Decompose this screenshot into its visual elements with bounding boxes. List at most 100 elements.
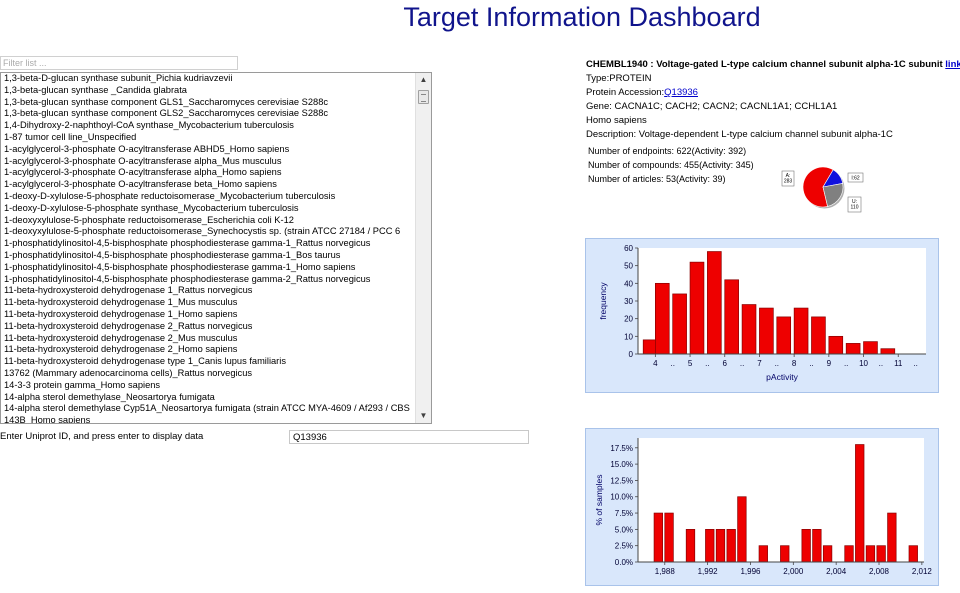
bar (908, 545, 918, 563)
list-item[interactable]: 1-phosphatidylinositol-4,5-bisphosphate … (4, 238, 371, 249)
scroll-down-arrow-icon[interactable]: ▼ (419, 411, 428, 420)
list-item[interactable]: 1,3-beta-D-glucan synthase subunit_Pichi… (4, 73, 233, 83)
pie-label-box (847, 172, 864, 183)
bar (707, 251, 722, 355)
filter-input[interactable] (0, 56, 238, 70)
target-list-items: 1,3-beta-D-glucan synthase subunit_Pichi… (1, 73, 415, 423)
list-item[interactable]: 11-beta-hydroxysteroid dehydrogenase 2_H… (4, 344, 238, 355)
target-list[interactable]: 1,3-beta-D-glucan synthase subunit_Pichi… (0, 72, 432, 424)
x-tick-label: 1,988 (655, 567, 676, 576)
target-gene: Gene: CACNA1C; CACH2; CACN2; CACNL1A1; C… (586, 101, 838, 112)
list-item[interactable]: 14-alpha sterol demethylase Cyp51A_Neosa… (4, 403, 410, 414)
pie-label: A: 283 (784, 173, 793, 185)
uniprot-input[interactable] (289, 430, 529, 444)
protein-accession: Protein Accession:Q13936 (586, 86, 960, 100)
y-tick-label: 40 (624, 279, 633, 288)
list-item[interactable]: 14-alpha sterol demethylase_Neosartorya … (4, 391, 215, 402)
x-tick-label: 6 (723, 359, 728, 368)
target-header-text: CHEMBL1940 : Voltage-gated L-type calciu… (586, 59, 943, 70)
list-item[interactable]: 1,3-beta-glucan synthase component GLS2_… (4, 108, 329, 119)
scroll-thumb[interactable] (418, 90, 429, 104)
y-tick-label: 5.0% (615, 525, 633, 534)
list-item[interactable]: 11-beta-hydroxysteroid dehydrogenase 2_M… (4, 332, 238, 343)
list-item[interactable]: 1-deoxyxylulose-5-phosphate reductoisome… (4, 214, 294, 225)
y-tick-label: 30 (624, 297, 633, 306)
x-minor-tick-label: .. (879, 359, 883, 368)
list-item[interactable]: 11-beta-hydroxysteroid dehydrogenase 2_R… (4, 320, 253, 331)
target-organism: Homo sapiens (586, 115, 647, 126)
list-item[interactable]: 1-phosphatidylinositol-4,5-bisphosphate … (4, 249, 341, 260)
x-minor-tick-label: .. (670, 359, 674, 368)
target-type: Type:PROTEIN (586, 73, 652, 84)
bar (705, 529, 715, 563)
scroll-up-arrow-icon[interactable]: ▲ (419, 75, 428, 84)
list-item[interactable]: 11-beta-hydroxysteroid dehydrogenase 1_H… (4, 308, 238, 319)
bar (876, 545, 886, 563)
x-tick-label: 2,000 (783, 567, 804, 576)
list-item[interactable]: 1-acylglycerol-3-phosphate O-acyltransfe… (4, 167, 282, 178)
pie-label: I:62 (851, 176, 860, 182)
list-item[interactable]: 11-beta-hydroxysteroid dehydrogenase 1_R… (4, 285, 253, 296)
pie-label-box (781, 170, 795, 187)
activity-pie-svg: A: 283 I:62 U: 110 (781, 166, 864, 213)
accession-label: Protein Accession: (586, 87, 665, 98)
x-minor-tick-label: .. (844, 359, 848, 368)
bar (715, 529, 726, 563)
bar (855, 444, 865, 563)
list-item[interactable]: 11-beta-hydroxysteroid dehydrogenase 1_M… (4, 297, 238, 308)
articles-count: Number of articles: 53(Activity: 39) (588, 174, 726, 184)
bar (726, 529, 736, 563)
bar (689, 261, 705, 355)
target-link[interactable]: link (945, 59, 960, 70)
bar (828, 335, 844, 355)
list-item[interactable]: 143B_Homo sapiens (4, 415, 91, 423)
y-axis-label: % of samples (594, 474, 604, 525)
activity-pie-chart: A: 283 I:62 U: 110 (780, 160, 870, 220)
uniprot-label: Enter Uniprot ID, and press enter to dis… (0, 431, 204, 442)
bar (845, 343, 861, 355)
accession-link[interactable]: Q13936 (664, 87, 698, 98)
y-tick-label: 2.5% (615, 542, 633, 551)
x-minor-tick-label: .. (913, 359, 917, 368)
y-tick-label: 0.0% (615, 558, 633, 567)
list-item[interactable]: 1-deoxyxylulose-5-phosphate reductoisome… (4, 226, 401, 237)
y-tick-label: 12.5% (610, 476, 633, 485)
y-axis-label: frequency (598, 282, 608, 320)
x-tick-label: 10 (859, 359, 868, 368)
endpoints-count: Number of endpoints: 622(Activity: 392) (588, 146, 747, 156)
bar (685, 529, 696, 563)
list-item[interactable]: 1-acylglycerol-3-phosphate O-acyltransfe… (4, 179, 277, 190)
scrollbar[interactable]: ▲ ▼ (415, 73, 431, 423)
bar (654, 282, 670, 355)
y-tick-label: 10 (624, 332, 633, 341)
y-tick-label: 0 (629, 350, 634, 359)
bar (664, 512, 674, 563)
list-item[interactable]: 11-beta-hydroxysteroid dehydrogenase typ… (4, 356, 286, 367)
list-item[interactable]: 1-deoxy-D-xylulose-5-phosphate reductois… (4, 190, 336, 201)
list-item[interactable]: 1,3-beta-glucan synthase component GLS1_… (4, 96, 329, 107)
target-counts: Number of endpoints: 622(Activity: 392) … (588, 144, 960, 186)
x-tick-label: 2,012 (912, 567, 933, 576)
list-item[interactable]: 1-deoxy-D-xylulose-5-phosphate synthase_… (4, 202, 299, 213)
list-item[interactable]: 1-acylglycerol-3-phosphate O-acyltransfe… (4, 155, 282, 166)
x-tick-label: 7 (757, 359, 762, 368)
bar (759, 307, 774, 355)
compounds-count: Number of compounds: 455(Activity: 345) (588, 160, 754, 170)
bar (793, 307, 809, 355)
bar (780, 545, 790, 563)
x-minor-tick-label: .. (809, 359, 813, 368)
list-item[interactable]: 14-3-3 protein gamma_Homo sapiens (4, 379, 161, 390)
list-item[interactable]: 13762 (Mammary adenocarcinoma cells)_Rat… (4, 367, 253, 378)
pie-slice (802, 166, 834, 208)
list-item[interactable]: 1-acylglycerol-3-phosphate O-acyltransfe… (4, 143, 290, 154)
list-item[interactable]: 1,4-Dihydroxy-2-naphthoyl-CoA synthase_M… (4, 120, 294, 131)
x-tick-label: 1,996 (740, 567, 761, 576)
bar (724, 279, 739, 355)
bar (887, 512, 897, 563)
list-item[interactable]: 1-phosphatidylinositol-4,5-bisphosphate … (4, 273, 371, 284)
list-item[interactable]: 1-phosphatidylinositol-4,5-bisphosphate … (4, 261, 356, 272)
list-item[interactable]: 1,3-beta-glucan synthase _Candida glabra… (4, 84, 187, 95)
x-minor-tick-label: .. (705, 359, 709, 368)
list-item[interactable]: 1-87 tumor cell line_Unspecified (4, 131, 137, 142)
bar (737, 496, 747, 563)
